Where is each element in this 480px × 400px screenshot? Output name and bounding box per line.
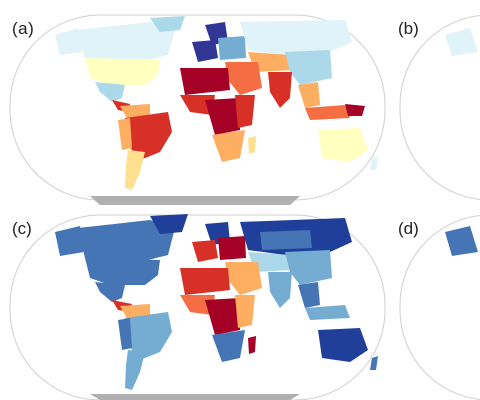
- region-se-asia-c: [298, 282, 320, 308]
- region-central-asia-a: [248, 52, 292, 72]
- region-central-africa-a: [205, 98, 240, 135]
- region-greenland-c: [150, 214, 188, 234]
- region-west-europe-c: [192, 240, 218, 262]
- map-panel-b: [399, 15, 480, 200]
- region-north-africa-a: [180, 68, 230, 95]
- region-east-europe-a: [218, 36, 246, 60]
- region-new-zealand-c: [370, 356, 378, 370]
- panel-label-a: (a): [12, 19, 34, 38]
- region-china-a: [285, 50, 332, 85]
- map-frame-d: [399, 215, 480, 400]
- region-canada-a: [75, 22, 175, 62]
- region-new-zealand-a: [370, 156, 378, 170]
- panel-label-b: (b): [398, 19, 419, 38]
- region-peru-bolivia-c: [118, 318, 132, 350]
- region-north-africa-c: [180, 268, 230, 295]
- region-madagascar-c: [248, 336, 256, 354]
- region-madagascar-a: [248, 136, 256, 154]
- region-central-africa-c: [205, 298, 240, 335]
- region-brazil-a: [125, 112, 172, 160]
- region-png-a: [345, 104, 365, 116]
- region-russia-a: [240, 20, 352, 55]
- region-argentina-c: [125, 350, 145, 390]
- region-east-europe-c: [218, 236, 246, 260]
- region-greenland-a: [150, 16, 185, 32]
- region-se-asia-a: [298, 82, 320, 108]
- region-southern-africa-c: [212, 330, 245, 362]
- region-east-africa-c: [235, 295, 255, 328]
- map-panel-a: [9, 14, 386, 205]
- region-alaska-c: [55, 226, 84, 256]
- region-brazil-c: [125, 312, 172, 360]
- region-antarctica-c: [90, 394, 300, 400]
- region-australia-a: [318, 128, 368, 162]
- region-australia-c: [318, 328, 368, 362]
- region-india-a: [268, 72, 292, 108]
- panel-label-d: (d): [398, 219, 419, 238]
- region-middle-east-c: [225, 262, 262, 295]
- region-west-europe-a: [192, 40, 218, 62]
- region-russia-interior-c: [260, 230, 312, 250]
- region-east-africa-a: [235, 95, 255, 128]
- region-mexico-c: [95, 282, 125, 302]
- region-india-c: [268, 272, 292, 308]
- region-argentina-a: [125, 150, 145, 190]
- region-usa-a: [85, 58, 160, 85]
- map-panel-d: [399, 215, 480, 400]
- region-alaska-a: [55, 28, 82, 55]
- region-alaska-b: [445, 28, 478, 56]
- region-usa-c: [85, 258, 160, 285]
- region-mexico-a: [95, 82, 125, 102]
- region-indonesia-c: [305, 305, 350, 320]
- region-peru-bolivia-a: [118, 118, 132, 150]
- map-frame-b: [399, 15, 480, 200]
- region-southern-africa-a: [212, 130, 245, 162]
- panel-label-c: (c): [12, 219, 32, 238]
- region-central-asia-c: [248, 252, 292, 272]
- region-indonesia-a: [305, 105, 350, 120]
- region-alaska-d: [445, 226, 478, 256]
- region-antarctica-a: [90, 196, 300, 205]
- region-china-c: [285, 250, 332, 285]
- region-canada-c: [78, 220, 175, 262]
- region-middle-east-a: [225, 62, 262, 95]
- map-panel-c: [9, 214, 386, 400]
